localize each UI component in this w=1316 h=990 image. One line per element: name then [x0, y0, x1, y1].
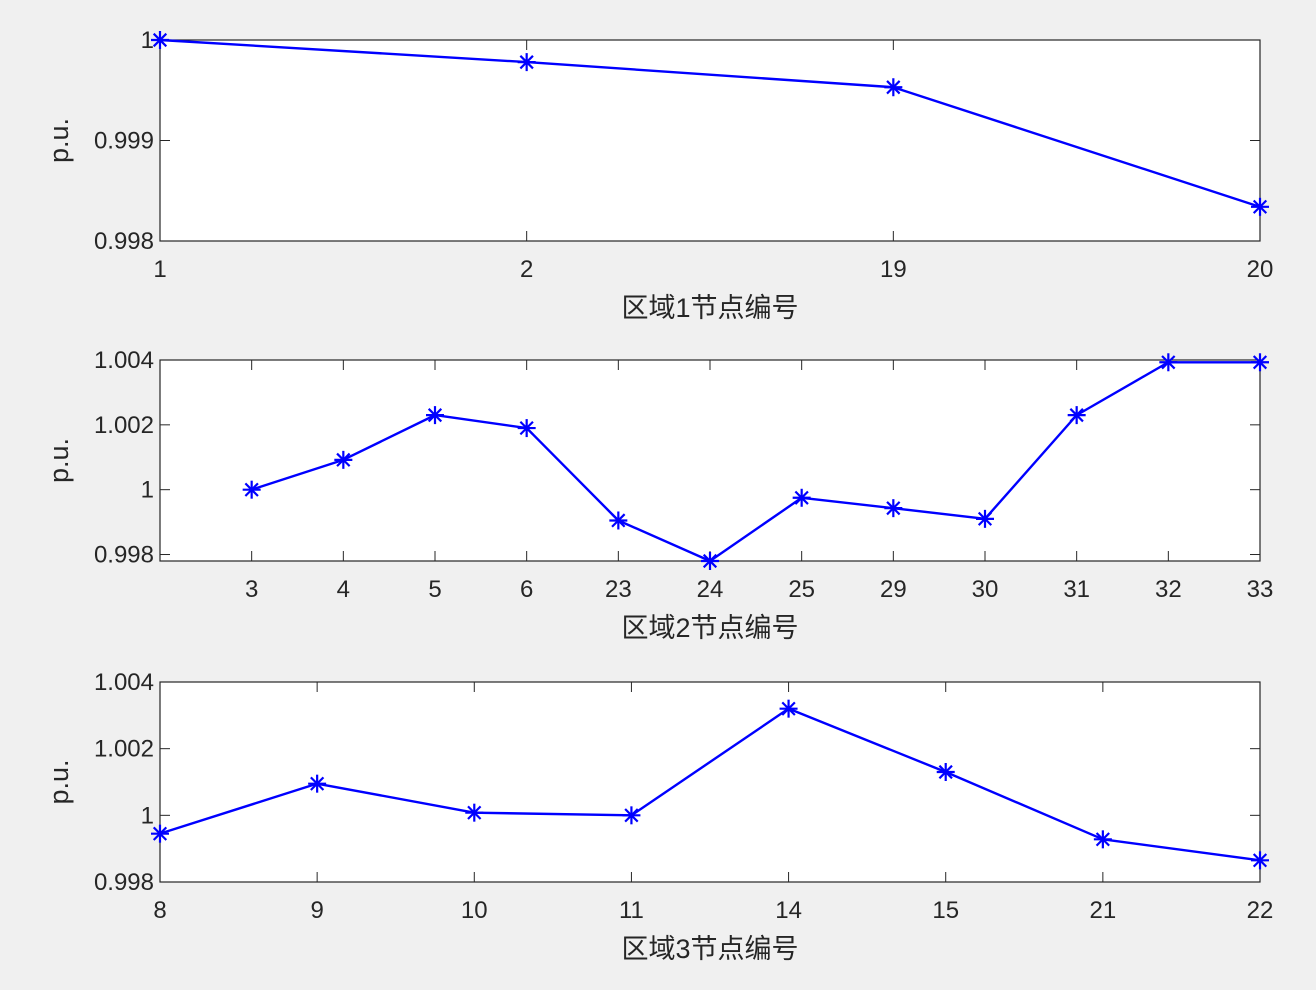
y-axis-label: p.u. [44, 118, 74, 163]
x-tick-label: 25 [788, 576, 815, 603]
data-point-marker [334, 450, 353, 469]
y-tick-label: 0.998 [94, 869, 154, 896]
y-tick-label: 0.999 [94, 128, 154, 155]
x-tick-label: 14 [775, 897, 802, 924]
x-tick-label: 11 [619, 897, 644, 924]
data-point-marker [976, 509, 994, 528]
data-point-marker [1251, 353, 1269, 372]
x-tick-label: 2 [520, 256, 533, 283]
x-tick-label: 9 [310, 897, 323, 924]
data-point-marker [792, 488, 811, 507]
data-point-marker [701, 552, 719, 570]
series-line [159, 38, 1261, 208]
x-tick-label: 31 [1063, 576, 1090, 603]
x-axis-label: 区域3节点编号 [621, 934, 798, 964]
x-tick-label: 20 [1247, 256, 1274, 283]
data-point-marker [517, 53, 536, 72]
data-point-marker [1067, 406, 1086, 425]
y-tick-label: 1 [141, 802, 154, 829]
y-tick-label: 1 [141, 477, 154, 504]
plot-area [159, 681, 1261, 883]
series-line [251, 361, 1260, 563]
data-point-marker [1251, 197, 1269, 216]
y-axis-label: p.u. [44, 759, 74, 804]
y-tick-label: 1 [141, 27, 154, 54]
x-tick-label: 29 [880, 576, 907, 603]
x-axis-label: 区域2节点编号 [621, 613, 798, 643]
data-point-marker [1159, 353, 1178, 372]
plot-area [159, 359, 1261, 562]
x-tick-label: 21 [1090, 897, 1117, 924]
y-tick-label: 1.004 [94, 347, 154, 374]
data-point-marker [308, 774, 327, 793]
x-axis-label: 区域1节点编号 [621, 293, 798, 323]
y-tick-label: 0.998 [94, 228, 154, 255]
x-tick-label: 4 [337, 576, 350, 603]
y-tick-label: 1.002 [94, 412, 154, 439]
data-point-marker [622, 806, 641, 825]
y-tick-label: 1.002 [94, 736, 154, 763]
data-point-marker [1093, 830, 1112, 849]
x-tick-label: 10 [461, 897, 488, 924]
plot-area [159, 39, 1261, 242]
subplot-2: 0.998 1 1.002 1.004 3 4 5 6 23 24 25 29 30 31 32 33 区域2节… [44, 347, 1273, 643]
series-line [159, 707, 1261, 862]
x-tick-label: 33 [1247, 576, 1274, 603]
data-point-marker [517, 419, 536, 438]
data-point-marker [936, 763, 955, 781]
x-tick-label: 15 [932, 897, 959, 924]
x-tick-label: 22 [1247, 897, 1274, 924]
data-point-marker [242, 480, 261, 499]
y-tick-label: 0.998 [94, 542, 154, 569]
data-point-marker [465, 803, 484, 822]
x-tick-label: 6 [520, 576, 533, 603]
x-tick-label: 1 [153, 256, 166, 283]
data-point-marker [151, 824, 169, 843]
data-point-marker [884, 78, 903, 97]
x-tick-label: 8 [153, 897, 166, 924]
data-point-marker [609, 511, 628, 530]
subplot-1: 0.998 0.999 1 1 2 19 20 区域1节点编号 p.u. [44, 27, 1273, 323]
x-tick-label: 3 [245, 576, 258, 603]
data-point-marker [884, 499, 903, 518]
x-tick-label: 19 [880, 256, 907, 283]
x-tick-label: 32 [1155, 576, 1182, 603]
data-point-marker [426, 406, 444, 425]
data-point-marker [151, 31, 169, 49]
x-tick-label: 24 [697, 576, 724, 603]
data-point-marker [779, 699, 798, 718]
x-tick-label: 23 [605, 576, 632, 603]
x-tick-label: 5 [428, 576, 441, 603]
subplot-3: 0.998 1 1.002 1.004 8 9 10 11 14 15 21 22 区域3节点编号 p.u… [44, 669, 1273, 964]
data-point-marker [1251, 851, 1269, 870]
y-tick-label: 1.004 [94, 669, 154, 696]
y-axis-label: p.u. [44, 438, 74, 483]
x-tick-label: 30 [972, 576, 999, 603]
